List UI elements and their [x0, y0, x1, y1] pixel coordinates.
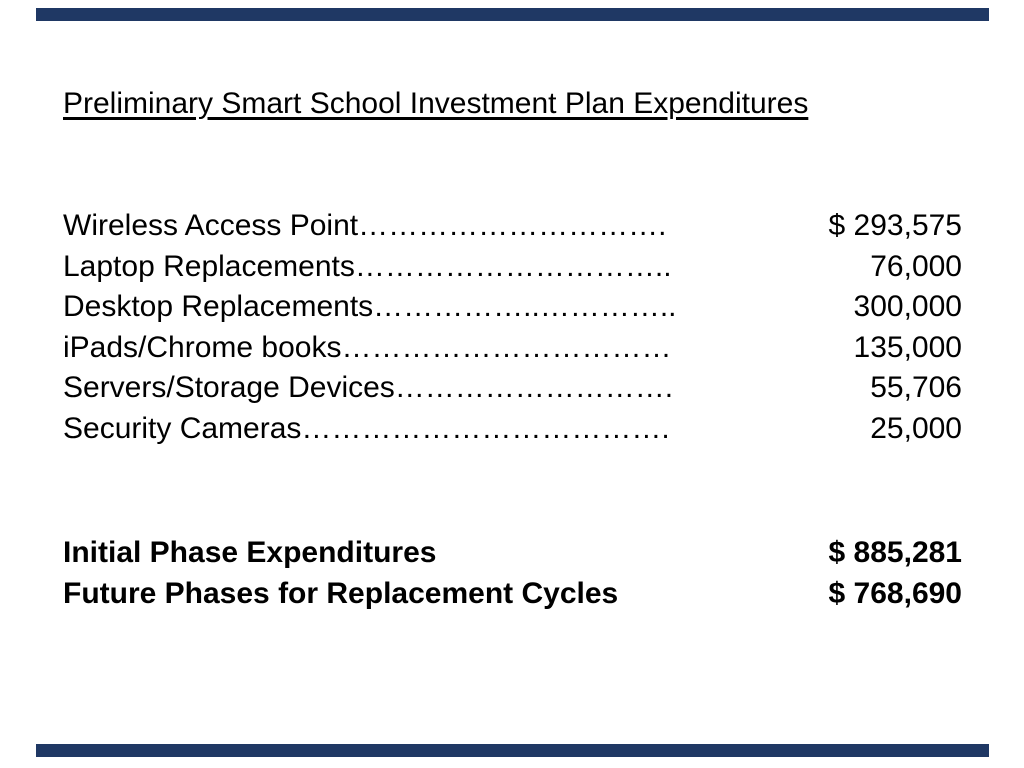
expenditure-row: Servers/Storage Devices………………………. 55,706 — [63, 368, 962, 409]
expenditure-amount: 300,000 — [853, 290, 962, 323]
expenditure-label: Laptop Replacements………………………….. — [63, 249, 672, 283]
expenditure-label: Wireless Access Point…………………………. — [63, 209, 667, 242]
expenditure-amount: $ 293,575 — [828, 209, 962, 242]
total-label: Initial Phase Expenditures — [63, 536, 437, 569]
slide-title: Preliminary Smart School Investment Plan… — [63, 87, 809, 120]
expenditure-label: Desktop Replacements……………..………….. — [63, 290, 677, 323]
bottom-accent-bar — [36, 744, 989, 757]
expenditure-row: Laptop Replacements………………………….. 76,000 — [63, 247, 962, 288]
top-accent-bar — [36, 8, 989, 21]
total-row: Initial Phase Expenditures $ 885,281 — [63, 532, 962, 573]
expenditure-row: iPads/Chrome books…………………………… 135,000 — [63, 328, 962, 369]
total-row: Future Phases for Replacement Cycles $ 7… — [63, 573, 962, 614]
expenditure-row: Security Cameras………………………………. 25,000 — [63, 409, 962, 450]
expenditure-amount: 25,000 — [870, 411, 962, 445]
total-amount: $ 768,690 — [828, 577, 962, 610]
expenditure-amount: 76,000 — [870, 249, 962, 283]
total-label: Future Phases for Replacement Cycles — [63, 577, 619, 610]
expenditure-amount: 55,706 — [870, 371, 962, 404]
expenditure-row: Wireless Access Point…………………………. $ 293,5… — [63, 206, 962, 247]
expenditure-row: Desktop Replacements……………..………….. 300,00… — [63, 287, 962, 328]
expenditure-list: Wireless Access Point…………………………. $ 293,5… — [63, 206, 962, 449]
total-amount: $ 885,281 — [828, 536, 962, 569]
expenditure-label: iPads/Chrome books…………………………… — [63, 330, 672, 364]
expenditure-amount: 135,000 — [853, 330, 962, 364]
expenditure-label: Security Cameras………………………………. — [63, 411, 670, 445]
expenditure-label: Servers/Storage Devices………………………. — [63, 371, 674, 404]
totals-list: Initial Phase Expenditures $ 885,281 Fut… — [63, 532, 962, 614]
